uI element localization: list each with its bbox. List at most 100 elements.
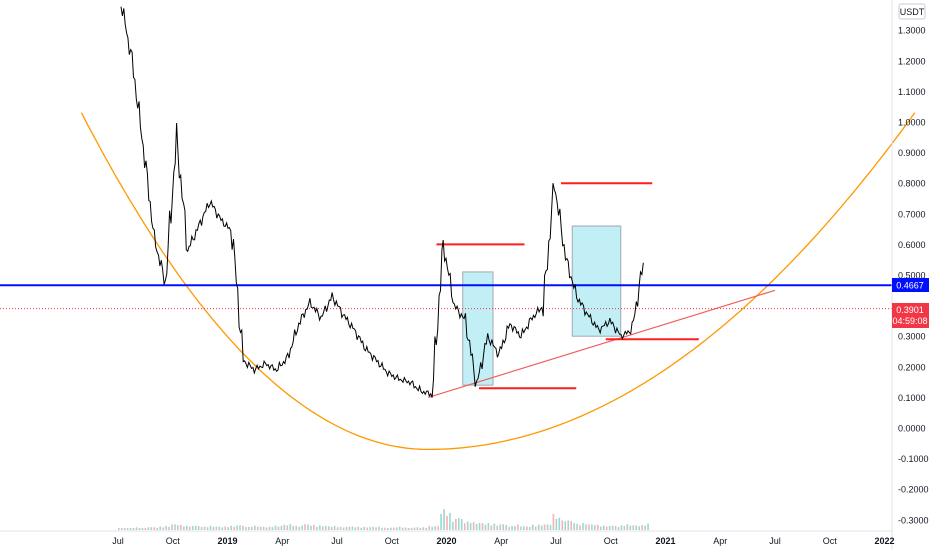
volume-bar	[404, 527, 407, 530]
volume-bar	[354, 527, 357, 530]
volume-bar	[573, 523, 575, 530]
volume-bar	[280, 525, 283, 530]
volume-bar	[466, 521, 469, 530]
plot-area[interactable]	[0, 0, 892, 531]
volume-bar	[478, 522, 481, 530]
time-tick-label: Jul	[112, 536, 124, 546]
volume-bar	[608, 526, 611, 530]
current-price-label: 0.3901	[896, 305, 924, 315]
volume-bar	[277, 526, 280, 530]
volume-bar	[274, 525, 277, 530]
volume-bar	[215, 526, 218, 530]
price-tick-label: 0.1000	[898, 393, 926, 403]
volume-bar	[324, 525, 327, 530]
volume-bar	[602, 525, 605, 530]
volume-bar	[360, 527, 363, 530]
volume-bar	[381, 527, 383, 530]
time-ticks: Jul Oct 2019 Apr Jul Oct 2020 Apr Jul Oct 2021 Apr J…	[112, 536, 894, 546]
volume-bar	[632, 525, 635, 530]
volume-bar	[401, 527, 404, 530]
volume-bar	[508, 526, 510, 530]
time-tick-label: Jul	[769, 536, 781, 546]
volume-bar	[407, 528, 410, 530]
horizontal-levels[interactable]	[436, 182, 699, 390]
volume-bar	[316, 526, 318, 530]
volume-bar	[623, 525, 626, 530]
volume-bar	[153, 527, 156, 530]
volume-bar	[570, 521, 572, 530]
volume-bar	[206, 527, 209, 530]
volume-bar	[540, 525, 543, 530]
current-price-tag	[892, 303, 929, 328]
highlight-box[interactable]	[462, 271, 494, 386]
time-tick-label: Oct	[385, 536, 400, 546]
volume-bar	[129, 528, 132, 530]
time-axis[interactable]: Jul Oct 2019 Apr Jul Oct 2020 Apr Jul Oct 2021 Apr J…	[0, 530, 895, 546]
volume-bar	[156, 527, 159, 530]
volume-bar	[301, 525, 303, 530]
volume-bar	[304, 524, 306, 530]
volume-bar	[197, 526, 200, 530]
volume-bar	[617, 527, 620, 530]
volume-bar	[526, 526, 528, 530]
volume-bar	[537, 524, 540, 530]
volume-bar	[345, 526, 348, 530]
volume-bar	[230, 525, 232, 530]
highlight-boxes[interactable]	[462, 225, 622, 386]
price-tick-label: 1.3000	[898, 26, 926, 36]
volume-bar	[641, 525, 643, 530]
time-tick-label: Apr	[494, 536, 508, 546]
volume-bar	[428, 526, 431, 530]
volume-bar	[268, 526, 271, 530]
volume-bar	[369, 527, 371, 530]
volume-bar	[594, 525, 596, 530]
blue-line-price-label: 0.4667	[896, 281, 924, 291]
price-tick-label: -0.1000	[898, 454, 929, 464]
volume-bar	[463, 523, 466, 530]
volume-bar	[576, 523, 578, 530]
volume-bar	[644, 525, 646, 530]
price-tick-label: 0.7000	[898, 209, 926, 219]
volume-bar	[159, 526, 161, 530]
volume-bar	[588, 524, 590, 530]
volume-bar	[259, 526, 262, 530]
volume-bar	[493, 523, 496, 530]
volume-bar	[348, 526, 351, 530]
volume-bar	[180, 524, 182, 530]
volume-bar	[481, 523, 484, 530]
volume-bar	[168, 526, 170, 530]
volume-bar	[126, 528, 129, 530]
volume-bar	[188, 526, 191, 530]
volume-bar	[327, 526, 330, 530]
parabolic-curve[interactable]	[80, 112, 916, 451]
volume-bar	[256, 526, 259, 530]
volume-bar	[469, 522, 472, 530]
volume-bar	[221, 527, 224, 530]
volume-bar	[410, 527, 413, 530]
volume-bar	[517, 524, 519, 530]
volume-bar	[552, 513, 555, 530]
time-tick-label: 2019	[217, 536, 237, 546]
price-line	[120, 6, 644, 398]
volume-bar	[310, 525, 312, 530]
volume-bar	[620, 525, 623, 530]
highlight-box[interactable]	[571, 225, 622, 337]
volume-bar	[434, 526, 436, 530]
price-tick-label: 1.2000	[898, 56, 926, 66]
time-tick-label: Jul	[550, 536, 562, 546]
volume-bar	[514, 526, 516, 530]
volume-bar	[239, 525, 241, 530]
volume-bar	[591, 524, 593, 530]
volume-bar	[138, 528, 141, 530]
volume-bar	[262, 526, 265, 530]
volume-bar	[635, 525, 638, 530]
volume-bar	[605, 526, 608, 530]
volume-bar	[351, 526, 354, 530]
unit-badge[interactable]	[898, 3, 926, 20]
price-axis[interactable]: USDT 1.3000 1.2000 1.1000 1.0000 0.9000 0.800…	[891, 0, 929, 550]
volume-bar	[203, 526, 206, 530]
volume-bar	[585, 524, 587, 530]
volume-bar	[339, 526, 342, 530]
